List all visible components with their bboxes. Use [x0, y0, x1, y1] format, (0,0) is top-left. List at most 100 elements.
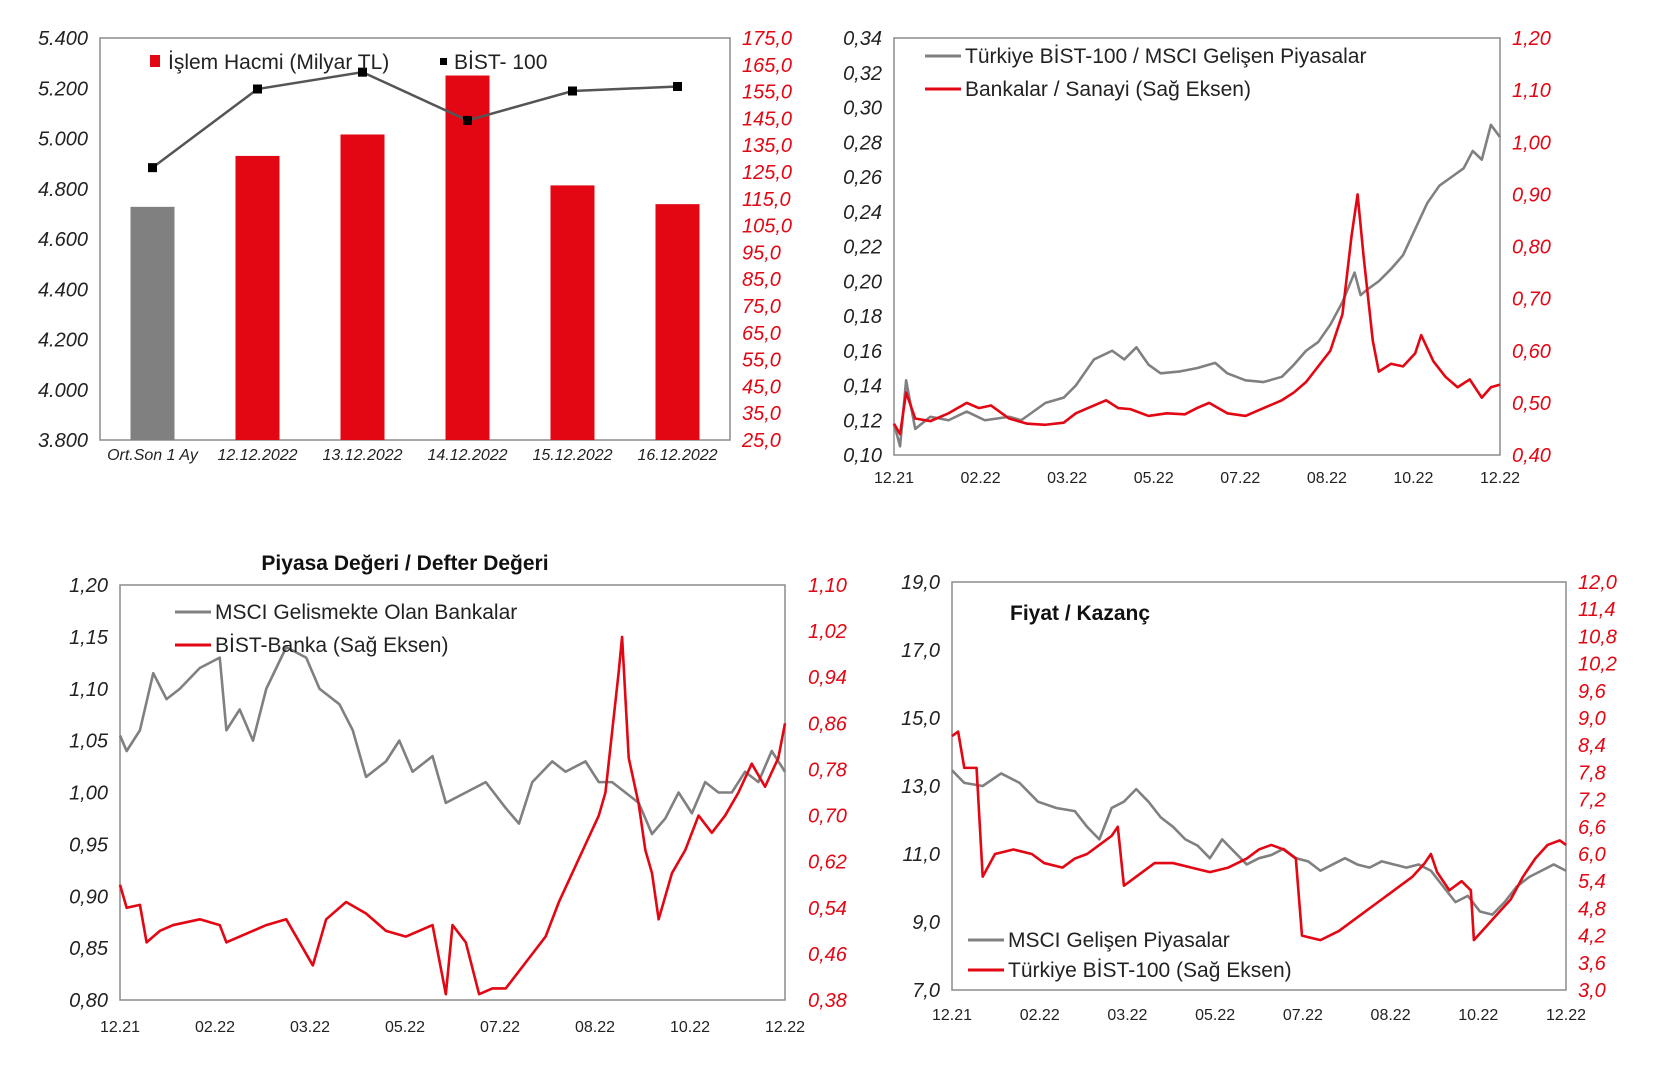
x-tick-label: 12.22	[1480, 470, 1520, 487]
x-tick-label: 12.21	[100, 1019, 140, 1036]
chart-pb: Piyasa Değeri / Defter Değeri 0,80 0,85 0,9…	[69, 552, 848, 1036]
y-right-tick-label: 0,70	[808, 806, 847, 828]
x-category-label: 13.12.2022	[322, 447, 402, 464]
y-left-tick-label: 5.200	[38, 78, 88, 100]
chart-title: Fiyat / Kazanç	[1010, 602, 1150, 625]
y-left-tick-label: 5.400	[38, 28, 88, 50]
chart-pe: Fiyat / Kazanç 7,0 9,0 11,0 13,0 15,0 17,0 19,0…	[901, 572, 1617, 1024]
x-category-label: 16.12.2022	[637, 447, 717, 464]
data-point-marker	[253, 84, 262, 94]
y-right-tick-label: 175,0	[742, 28, 792, 50]
x-tick-label: 10.22	[1458, 1007, 1498, 1024]
y-right-tick-label: 0,46	[808, 944, 848, 966]
y-right-tick-label: 0,62	[808, 852, 847, 874]
x-tick-label: 02.22	[961, 470, 1001, 487]
legend-label: Türkiye BİST-100 / MSCI Gelişen Piyasala…	[965, 45, 1366, 68]
y-right-tick-label: 45,0	[742, 376, 781, 398]
y-right-tick-label: 85,0	[742, 269, 781, 291]
x-tick-label: 05.22	[385, 1019, 425, 1036]
data-point-marker	[673, 81, 682, 91]
x-tick-label: 08.22	[1371, 1007, 1411, 1024]
y-left-tick-label: 4.800	[38, 179, 88, 201]
x-tick-label: 08.22	[1307, 470, 1347, 487]
y-right-tick-label: 145,0	[742, 108, 792, 130]
y-right-tick-label: 55,0	[742, 350, 781, 372]
series-line-left-axis	[892, 123, 1502, 448]
y-left-tick-label: 0,90	[69, 886, 108, 908]
y-right-tick-label: 0,54	[808, 898, 847, 920]
data-point-marker	[148, 163, 157, 173]
y-right-tick-label: 1,20	[1512, 28, 1551, 50]
y-right-tick-label: 11,4	[1578, 599, 1615, 621]
y-left-tick-label: 1,20	[69, 575, 108, 597]
x-tick-label: 07.22	[1220, 470, 1260, 487]
y-left-tick-label: 0,32	[843, 63, 882, 85]
y-left-tick-label: 0,18	[843, 306, 882, 328]
y-left-tick-label: 0,24	[843, 202, 882, 224]
y-right-tick-label: 75,0	[742, 296, 781, 318]
y-right-tick-label: 9,6	[1578, 681, 1607, 703]
y-left-tick-label: 17,0	[901, 640, 940, 662]
bar	[550, 185, 595, 440]
x-tick-label: 03.22	[1047, 470, 1087, 487]
y-left-tick-label: 0,20	[843, 271, 882, 293]
y-left-tick-label: 1,05	[69, 731, 109, 753]
y-right-tick-label: 0,86	[808, 713, 848, 735]
y-right-tick-label: 1,10	[808, 575, 847, 597]
series-line-left-axis	[118, 645, 787, 836]
y-right-tick-label: 4,2	[1578, 926, 1606, 948]
legend-swatch-volume	[150, 55, 160, 67]
y-right-tick-label: 0,50	[1512, 393, 1551, 415]
plot-area-frame	[99, 37, 731, 441]
y-right-tick-label: 0,60	[1512, 341, 1551, 363]
y-left-tick-label: 0,10	[843, 445, 882, 467]
y-right-tick-label: 0,90	[1512, 184, 1551, 206]
chart-title: Piyasa Değeri / Defter Değeri	[261, 552, 548, 575]
x-tick-label: 05.22	[1195, 1007, 1235, 1024]
y-left-tick-label: 0,12	[843, 410, 882, 432]
y-right-tick-label: 7,2	[1578, 790, 1606, 812]
legend-label: Türkiye BİST-100 (Sağ Eksen)	[1008, 959, 1292, 982]
y-right-tick-label: 0,80	[1512, 237, 1551, 259]
bar	[655, 204, 700, 440]
x-category-label: 15.12.2022	[532, 447, 612, 464]
y-left-tick-label: 4.000	[38, 380, 88, 402]
series-line-right-axis	[118, 635, 787, 996]
y-right-tick-label: 1,00	[1512, 132, 1551, 154]
legend-label: MSCI Gelismekte Olan Bankalar	[215, 601, 517, 624]
y-left-tick-label: 0,22	[843, 237, 882, 259]
y-right-tick-label: 6,0	[1578, 844, 1606, 866]
y-left-tick-label: 4.400	[38, 279, 88, 301]
plot-area-frame	[951, 581, 1567, 991]
y-right-tick-label: 1,10	[1512, 80, 1551, 102]
x-category-label: Ort.Son 1 Ay	[107, 447, 199, 464]
x-tick-label: 12.22	[1546, 1007, 1586, 1024]
y-left-tick-label: 3.800	[38, 430, 88, 452]
y-left-tick-label: 0,34	[843, 28, 882, 50]
chart-volume-bist100: 3.800 4.000 4.200 4.400 4.600 4.800 5.000 5.200…	[38, 28, 792, 464]
y-right-tick-label: 12,0	[1578, 572, 1617, 594]
x-category-label: 14.12.2022	[427, 447, 507, 464]
y-right-tick-label: 9,0	[1578, 708, 1606, 730]
legend-label: Bankalar / Sanayi (Sağ Eksen)	[965, 78, 1251, 101]
x-category-label: 12.12.2022	[217, 447, 297, 464]
series-line-bist100	[151, 70, 678, 169]
y-right-tick-label: 35,0	[742, 403, 781, 425]
y-right-tick-label: 3,6	[1578, 953, 1607, 975]
y-right-tick-label: 4,8	[1578, 898, 1606, 920]
y-right-tick-label: 0,70	[1512, 289, 1551, 311]
legend-label: BİST-Banka (Sağ Eksen)	[215, 634, 448, 657]
x-tick-label: 03.22	[1107, 1007, 1147, 1024]
y-left-tick-label: 15,0	[901, 708, 940, 730]
x-tick-label: 08.22	[575, 1019, 615, 1036]
y-left-tick-label: 1,10	[69, 679, 108, 701]
x-tick-label: 10.22	[670, 1019, 710, 1036]
data-point-marker	[568, 86, 577, 96]
x-tick-label: 07.22	[1283, 1007, 1323, 1024]
y-left-tick-label: 0,95	[69, 834, 109, 856]
bar	[130, 206, 175, 440]
y-left-tick-label: 0,28	[843, 132, 882, 154]
data-point-marker	[358, 67, 367, 77]
x-tick-label: 03.22	[290, 1019, 330, 1036]
